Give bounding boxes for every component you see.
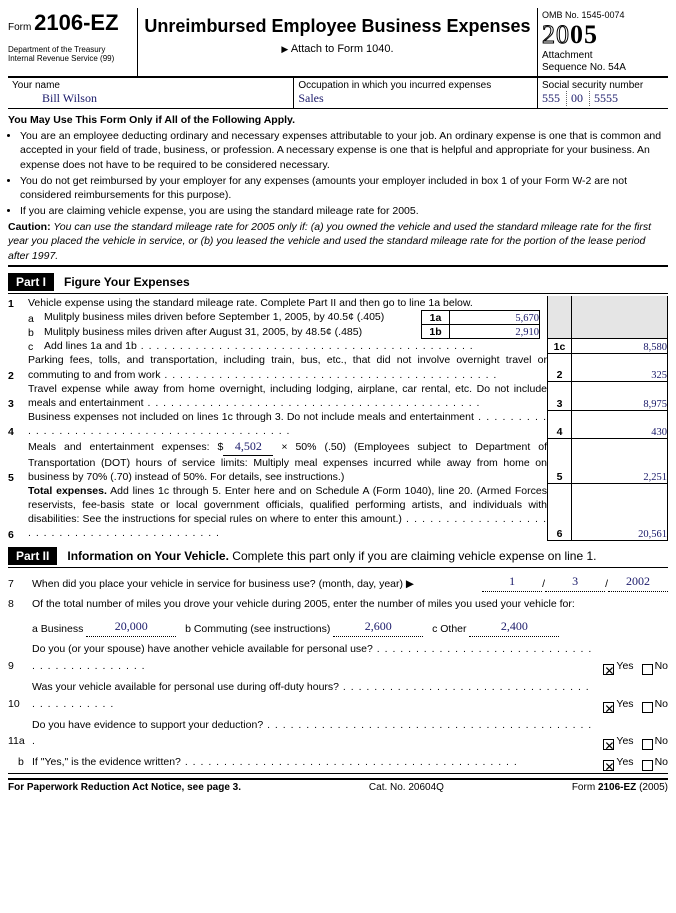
tax-year: 2005 xyxy=(542,20,664,50)
part1-table: 1 Vehicle expense using the standard mil… xyxy=(8,296,668,541)
name-label: Your name xyxy=(12,80,289,91)
ssn-value[interactable]: 555 00 5555 xyxy=(542,91,664,106)
attach-note: Attach to Form 1040. xyxy=(144,43,531,55)
identity-row: Your name Bill Wilson Occupation in whic… xyxy=(8,78,668,109)
part2-pill: Part II xyxy=(8,547,57,565)
line1a-desc: Mulitply business miles driven before Se… xyxy=(44,310,422,324)
line1b-value[interactable]: 2,910 xyxy=(450,325,540,339)
line8c-value[interactable]: 2,400 xyxy=(469,617,559,637)
line8-desc: Of the total number of miles you drove y… xyxy=(32,596,668,613)
line11a-desc: Do you have evidence to support your ded… xyxy=(32,717,595,751)
line-number: 1 xyxy=(8,296,28,311)
header-right: OMB No. 1545-0074 2005 Attachment Sequen… xyxy=(538,8,668,76)
line2-box: 2 xyxy=(548,353,572,381)
line9-no-checkbox[interactable] xyxy=(642,664,653,675)
line10-desc: Was your vehicle available for personal … xyxy=(32,679,595,713)
occupation-value[interactable]: Sales xyxy=(298,91,533,106)
ssn-label: Social security number xyxy=(542,80,664,91)
omb-number: OMB No. 1545-0074 xyxy=(542,10,664,20)
year-prefix: 20 xyxy=(542,20,570,49)
dept-label: Department of the Treasury Internal Reve… xyxy=(8,46,133,64)
line4-value[interactable]: 430 xyxy=(572,410,668,438)
footer-mid: Cat. No. 20604Q xyxy=(369,782,444,793)
line8c-label: c Other xyxy=(432,621,466,638)
line1c-box: 1c xyxy=(548,339,572,354)
form-label: Form xyxy=(8,22,31,33)
line4-box: 4 xyxy=(548,410,572,438)
conditions-lead: You May Use This Form Only if All of the… xyxy=(8,113,668,127)
line6-value[interactable]: 20,561 xyxy=(572,484,668,541)
line8b-value[interactable]: 2,600 xyxy=(333,617,423,637)
part1-pill: Part I xyxy=(8,273,54,291)
attachment-seq: Attachment Sequence No. 54A xyxy=(542,50,664,74)
conditions-block: You May Use This Form Only if All of the… xyxy=(8,109,668,267)
page-footer: For Paperwork Reduction Act Notice, see … xyxy=(8,778,668,793)
line1b-desc: Mulitply business miles driven after Aug… xyxy=(44,325,422,339)
caution-label: Caution: xyxy=(8,221,51,233)
line11b-yes-checkbox[interactable] xyxy=(603,760,614,771)
line5-box: 5 xyxy=(548,438,572,484)
line5-value[interactable]: 2,251 xyxy=(572,438,668,484)
part2-bar: Part II Information on Your Vehicle. Com… xyxy=(8,547,668,568)
line2-desc: Parking fees, tolls, and transportation,… xyxy=(28,353,548,381)
line5-meals-amount[interactable]: 4,502 xyxy=(223,438,273,455)
part2-body: 7 When did you place your vehicle in ser… xyxy=(8,572,668,774)
line6-box: 6 xyxy=(548,484,572,541)
part1-title: Figure Your Expenses xyxy=(64,275,190,289)
form-header: Form 2106-EZ Department of the Treasury … xyxy=(8,8,668,78)
line3-desc: Travel expense while away from home over… xyxy=(28,382,548,410)
header-left: Form 2106-EZ Department of the Treasury … xyxy=(8,8,138,76)
line7-year[interactable]: 2002 xyxy=(608,572,668,592)
caution-text: Caution: You can use the standard mileag… xyxy=(8,220,668,263)
condition-item: You are an employee deducting ordinary a… xyxy=(20,129,668,172)
year-suffix: 05 xyxy=(570,20,598,49)
line11a-yes-checkbox[interactable] xyxy=(603,739,614,750)
footer-left: For Paperwork Reduction Act Notice, see … xyxy=(8,782,241,793)
line9-desc: Do you (or your spouse) have another veh… xyxy=(32,641,595,675)
line7-day[interactable]: 3 xyxy=(545,572,605,592)
line9-yes-checkbox[interactable] xyxy=(603,664,614,675)
name-cell: Your name Bill Wilson xyxy=(8,78,294,108)
line11b-no-checkbox[interactable] xyxy=(642,760,653,771)
line1-desc: Vehicle expense using the standard milea… xyxy=(28,296,548,311)
line1b-box: 1b xyxy=(422,325,450,339)
part1-bar: Part I Figure Your Expenses xyxy=(8,273,668,294)
line1a-box: 1a xyxy=(422,310,450,324)
line7-desc: When did you place your vehicle in servi… xyxy=(32,576,482,593)
line1c-value[interactable]: 8,580 xyxy=(572,339,668,354)
line5-desc: Meals and entertainment expenses: $4,502… xyxy=(28,438,548,484)
line1a-value[interactable]: 5,670 xyxy=(450,310,540,324)
name-value[interactable]: Bill Wilson xyxy=(12,91,289,106)
line-sub: a xyxy=(28,310,44,324)
condition-item: You do not get reimbursed by your employ… xyxy=(20,174,668,202)
line3-value[interactable]: 8,975 xyxy=(572,382,668,410)
conditions-list: You are an employee deducting ordinary a… xyxy=(8,129,668,218)
occupation-cell: Occupation in which you incurred expense… xyxy=(294,78,538,108)
line2-value[interactable]: 325 xyxy=(572,353,668,381)
line6-desc: Total expenses. Add lines 1c through 5. … xyxy=(28,484,548,541)
line3-box: 3 xyxy=(548,382,572,410)
line7-month[interactable]: 1 xyxy=(482,572,542,592)
line11a-no-checkbox[interactable] xyxy=(642,739,653,750)
line8b-label: b Commuting (see instructions) xyxy=(185,621,330,638)
line10-yes-checkbox[interactable] xyxy=(603,702,614,713)
line8a-value[interactable]: 20,000 xyxy=(86,617,176,637)
form-number: 2106-EZ xyxy=(34,10,118,35)
line1c-desc: Add lines 1a and 1b xyxy=(44,339,548,354)
line11b-desc: If "Yes," is the evidence written? xyxy=(32,754,595,771)
footer-right: Form 2106-EZ (2005) xyxy=(572,782,668,793)
part2-title: Information on Your Vehicle. Complete th… xyxy=(67,549,596,563)
occupation-label: Occupation in which you incurred expense… xyxy=(298,80,533,91)
line10-no-checkbox[interactable] xyxy=(642,702,653,713)
form-title: Unreimbursed Employee Business Expenses xyxy=(144,16,531,37)
line8a-label: a Business xyxy=(32,621,83,638)
line4-desc: Business expenses not included on lines … xyxy=(28,410,548,438)
condition-item: If you are claiming vehicle expense, you… xyxy=(20,204,668,218)
header-mid: Unreimbursed Employee Business Expenses … xyxy=(138,8,538,76)
form-number-block: Form 2106-EZ xyxy=(8,10,133,36)
ssn-cell: Social security number 555 00 5555 xyxy=(538,78,668,108)
